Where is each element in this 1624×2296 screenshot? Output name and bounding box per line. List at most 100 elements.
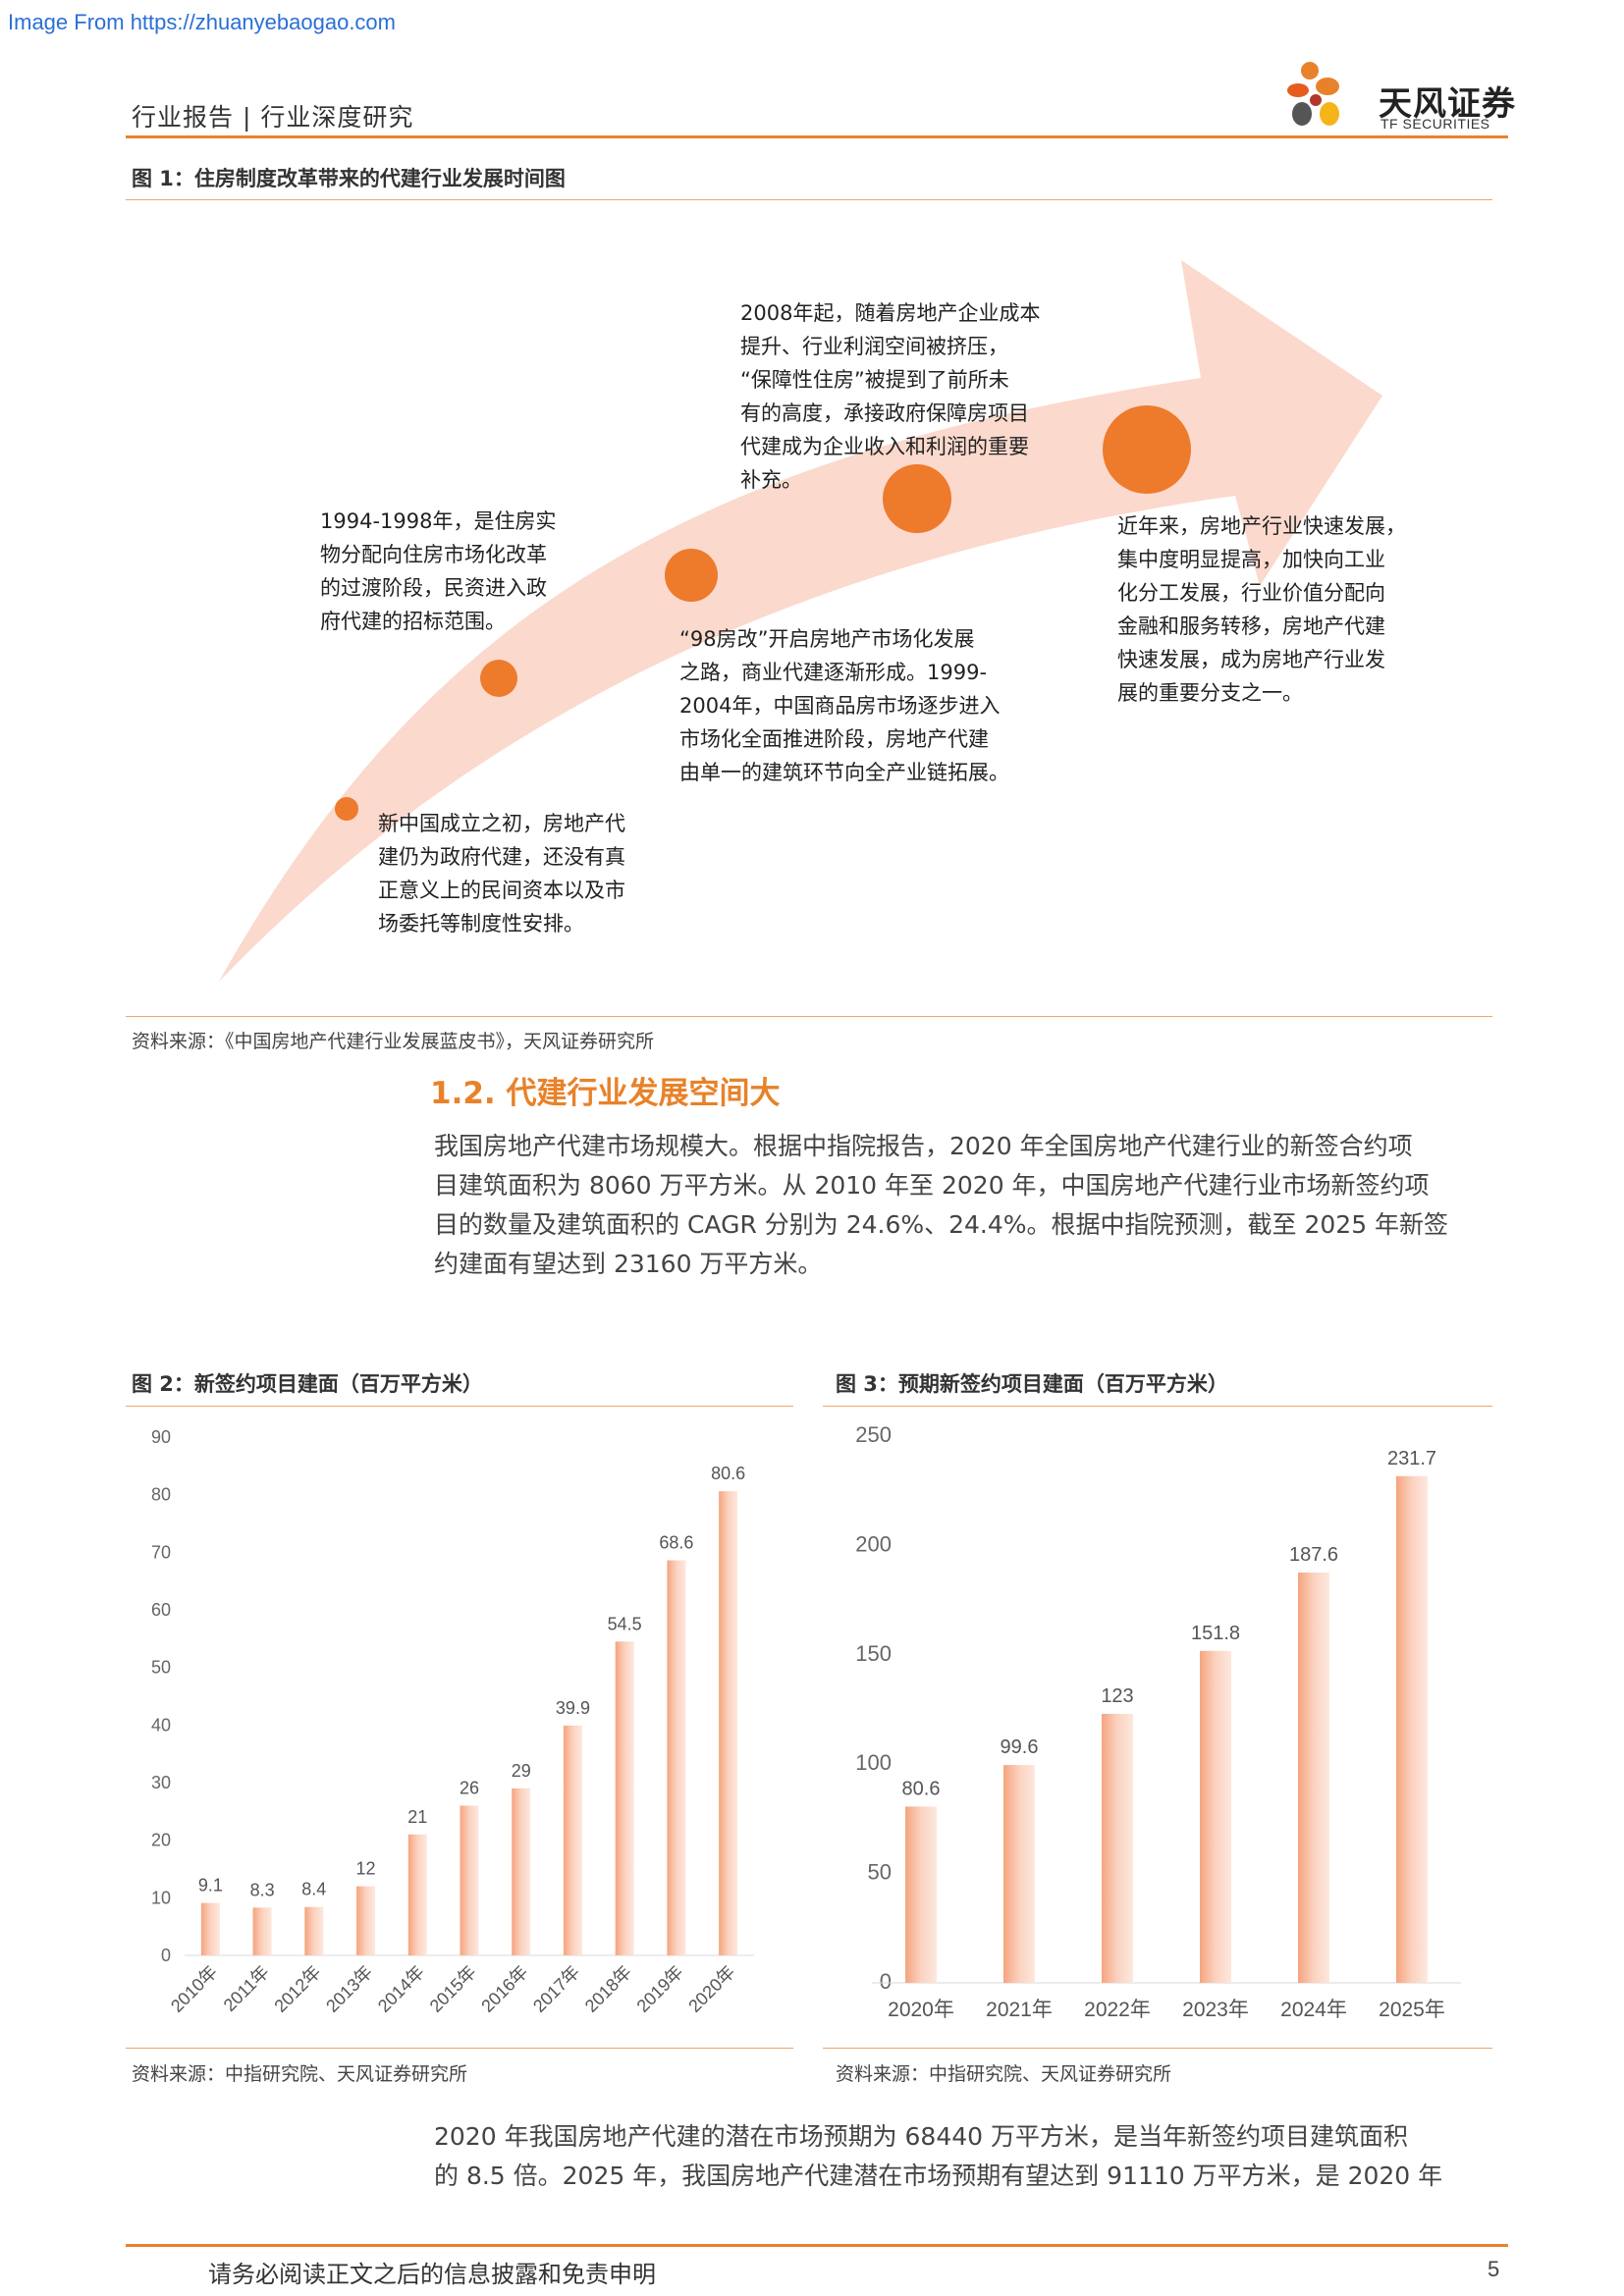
footer-disclaimer: 请务必阅读正文之后的信息披露和免责申明: [208, 2261, 656, 2288]
new-contract-area-chart: 0 10 20 30 40 50 60 70 80 90 9.1 2010年 8.3 2011年 8.4 20…: [151, 1427, 754, 2016]
y-tick-label: 60: [151, 1600, 171, 1620]
y-tick-label: 150: [855, 1641, 892, 1666]
timeline-dot-4: [883, 464, 951, 533]
figure1-bottom-rule: [126, 1016, 1492, 1017]
header-rule: [126, 135, 1508, 138]
x-tick-label: 2012年: [270, 1962, 324, 2016]
report-category: 行业报告 | 行业深度研究: [132, 103, 414, 132]
y-tick-label: 250: [855, 1422, 892, 1447]
y-tick-label: 20: [151, 1831, 171, 1850]
bar: [905, 1806, 937, 1983]
section-heading: 1.2. 代建行业发展空间大: [430, 1076, 781, 1111]
figure1-source: 资料来源：《中国房地产代建行业发展蓝皮书》，天风证券研究所: [132, 1031, 655, 1052]
figure1-title: 图 1：住房制度改革带来的代建行业发展时间图: [132, 167, 566, 190]
data-label: 151.8: [1191, 1623, 1240, 1644]
bar: [1003, 1765, 1035, 1983]
x-tick-label: 2010年: [167, 1962, 221, 2016]
timeline-text-4: 2008年起，随着房地产企业成本 提升、行业利润空间被挤压， “保障性住房”被提到了…: [740, 301, 1041, 492]
x-tick-label: 2015年: [426, 1962, 480, 2016]
bar: [667, 1560, 686, 1955]
logo-petal: [1292, 102, 1312, 126]
timeline-dot-1: [335, 797, 358, 821]
figure3-source: 资料来源：中指研究院、天风证券研究所: [836, 2063, 1172, 2085]
timeline-text-3: “98房改”开启房地产市场化发展 之路，商业代建逐渐形成。1999- 2004年，中…: [679, 627, 1009, 784]
bar: [460, 1805, 479, 1955]
data-label: 26: [460, 1778, 479, 1797]
data-label: 99.6: [1001, 1736, 1039, 1758]
bar: [200, 1902, 220, 1955]
x-tick-label: 2011年: [220, 1962, 273, 2015]
figure3-bottom-rule: [823, 2048, 1492, 2049]
data-label: 21: [407, 1807, 427, 1827]
bar: [1200, 1650, 1231, 1983]
logo-petal: [1316, 78, 1339, 95]
data-label: 123: [1101, 1685, 1133, 1707]
x-tick-label: 2024年: [1280, 1999, 1347, 2021]
logo-wordmark: 天风证券: [1379, 84, 1516, 124]
data-label: 39.9: [556, 1698, 590, 1718]
x-tick-label: 2021年: [986, 1999, 1053, 2021]
data-label: 80.6: [711, 1464, 745, 1483]
timeline-text-1: 新中国成立之初，房地产代 建仍为政府代建，还没有真 正意义上的民间资本以及市 场委托等…: [378, 812, 625, 935]
figure2-top-rule: [126, 1406, 793, 1407]
timeline-dot-3: [665, 549, 718, 602]
y-tick-label: 50: [151, 1658, 171, 1678]
x-tick-label: 2014年: [374, 1962, 428, 2016]
data-label: 187.6: [1289, 1544, 1338, 1566]
logo-petal: [1310, 94, 1322, 106]
page-number: 5: [1488, 2257, 1500, 2281]
timeline-text-2: 1994-1998年，是住房实 物分配向住房市场化改革 的过渡阶段，民资进入政 府代建…: [320, 509, 557, 633]
y-tick-label: 100: [855, 1750, 892, 1775]
y-tick-label: 0: [880, 1969, 892, 1994]
growth-arrow: [219, 260, 1382, 982]
x-tick-label: 2016年: [477, 1962, 531, 2016]
figure3-title: 图 3：预期新签约项目建面（百万平方米）: [836, 1372, 1228, 1396]
x-tick-label: 2013年: [322, 1962, 376, 2016]
y-tick-label: 50: [868, 1860, 892, 1885]
x-tick-label: 2018年: [581, 1962, 635, 2016]
data-label: 8.3: [250, 1880, 275, 1899]
y-tick-label: 10: [151, 1888, 171, 1907]
bar: [1396, 1475, 1428, 1983]
footer-rule: [126, 2244, 1508, 2247]
x-tick-label: 2019年: [633, 1962, 687, 2016]
logo-petal: [1301, 62, 1319, 80]
y-tick-label: 70: [151, 1542, 171, 1562]
y-tick-label: 40: [151, 1715, 171, 1735]
timeline-dot-5: [1103, 405, 1191, 494]
y-tick-label: 30: [151, 1773, 171, 1792]
logo-petal: [1287, 83, 1309, 97]
section-paragraph-1: 我国房地产代建市场规模大。根据中指院报告，2020 年全国房地产代建行业的新签合…: [434, 1132, 1449, 1278]
figure2-source: 资料来源：中指研究院、天风证券研究所: [132, 2063, 468, 2085]
figure2-title: 图 2：新签约项目建面（百万平方米）: [132, 1372, 483, 1396]
figure3-top-rule: [823, 1406, 1492, 1407]
x-tick-label: 2020年: [888, 1999, 954, 2021]
data-label: 80.6: [902, 1778, 941, 1799]
logo-subtitle: TF SECURITIES: [1380, 116, 1490, 132]
bar: [615, 1641, 634, 1955]
bar: [1102, 1713, 1133, 1983]
x-tick-label: 2022年: [1084, 1999, 1151, 2021]
x-tick-label: 2020年: [684, 1962, 738, 2016]
forecast-contract-area-chart: 0 50 100 150 200 250 80.6 2020年 99.6 2021年 123 2022…: [855, 1422, 1461, 2021]
logo-petal: [1320, 102, 1339, 126]
y-tick-label: 0: [161, 1946, 171, 1965]
timeline-dot-2: [480, 660, 517, 697]
y-tick-label: 90: [151, 1427, 171, 1447]
data-label: 54.5: [608, 1614, 642, 1633]
bar: [304, 1906, 324, 1955]
timeline-text-5: 近年来，房地产行业快速发展， 集中度明显提高，加快向工业 化分工发展，行业价值分配向…: [1117, 514, 1406, 705]
section-paragraph-2: 2020 年我国房地产代建的潜在市场预期为 68440 万平方米，是当年新签约项…: [434, 2122, 1443, 2190]
timeline-diagram: [219, 260, 1382, 982]
bar: [356, 1886, 376, 1955]
bar: [512, 1788, 531, 1955]
y-tick-label: 80: [151, 1485, 171, 1505]
data-label: 231.7: [1387, 1448, 1436, 1469]
y-tick-label: 200: [855, 1531, 892, 1556]
figure2-bottom-rule: [126, 2048, 793, 2049]
bar: [252, 1907, 272, 1955]
bar: [563, 1725, 582, 1955]
bar: [1298, 1573, 1329, 1983]
data-label: 9.1: [198, 1876, 223, 1896]
tf-securities-logo: [1287, 62, 1339, 126]
